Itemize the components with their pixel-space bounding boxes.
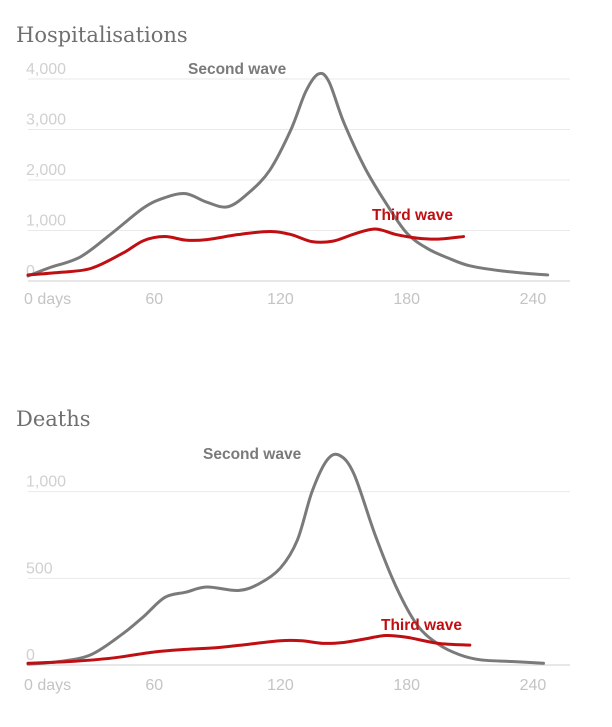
- deaths-second-wave-line: [26, 452, 545, 666]
- hospitalisations-x-tick-label: 240: [520, 291, 547, 308]
- deaths-x-tick-label: 0 days: [24, 677, 71, 694]
- hospitalisations-second-wave-line: [26, 71, 550, 278]
- deaths-series: [26, 452, 545, 666]
- hospitalisations-x-tick-label: 180: [393, 291, 420, 308]
- hospitalisations-x-ticks: 0 days 60 120 180 240: [24, 291, 546, 308]
- hospitalisations-title: Hospitalisations: [16, 23, 188, 47]
- deaths-third-wave-line: [26, 633, 472, 665]
- hospitalisations-x-tick-label: 0 days: [24, 291, 71, 308]
- deaths-x-tick-label: 240: [520, 677, 547, 694]
- deaths-x-tick-label: 60: [145, 677, 163, 694]
- deaths-second-wave-label: Second wave: [203, 446, 302, 463]
- hospitalisations-third-wave-label: Third wave: [372, 207, 453, 224]
- deaths-y-tick-label: 500: [26, 560, 53, 577]
- deaths-y-tick-label: 1,000: [26, 474, 66, 491]
- hospitalisations-y-tick-label: 1,000: [26, 213, 66, 230]
- deaths-gridlines: [28, 491, 570, 666]
- hospitalisations-third-wave-line: [26, 227, 466, 277]
- deaths-x-tick-label: 120: [267, 677, 294, 694]
- hospitalisations-y-tick-label: 0: [26, 263, 35, 280]
- deaths-y-ticks: 0 500 1,000: [26, 474, 66, 664]
- hospitalisations-y-ticks: 0 1,000 2,000 3,000 4,000: [26, 61, 66, 280]
- deaths-x-tick-label: 180: [393, 677, 420, 694]
- hospitalisations-series: [26, 71, 550, 278]
- hospitalisations-second-wave-label: Second wave: [188, 61, 287, 78]
- deaths-y-tick-label: 0: [26, 647, 35, 664]
- hospitalisations-y-tick-label: 3,000: [26, 112, 66, 129]
- hospitalisations-y-tick-label: 4,000: [26, 61, 66, 78]
- hospitalisations-y-tick-label: 2,000: [26, 162, 66, 179]
- hospitalisations-gridlines: [28, 78, 570, 282]
- deaths-x-ticks: 0 days 60 120 180 240: [24, 677, 546, 694]
- hospitalisations-chart: Hospitalisations 0 1,000 2,000 3,000 4,000 0…: [16, 23, 570, 308]
- deaths-chart: Deaths 0 500 1,000 0 days 60 120 180 240 Secon…: [16, 407, 570, 694]
- deaths-title: Deaths: [16, 407, 91, 431]
- hospitalisations-x-tick-label: 60: [145, 291, 163, 308]
- hospitalisations-x-tick-label: 120: [267, 291, 294, 308]
- deaths-third-wave-label: Third wave: [381, 617, 462, 634]
